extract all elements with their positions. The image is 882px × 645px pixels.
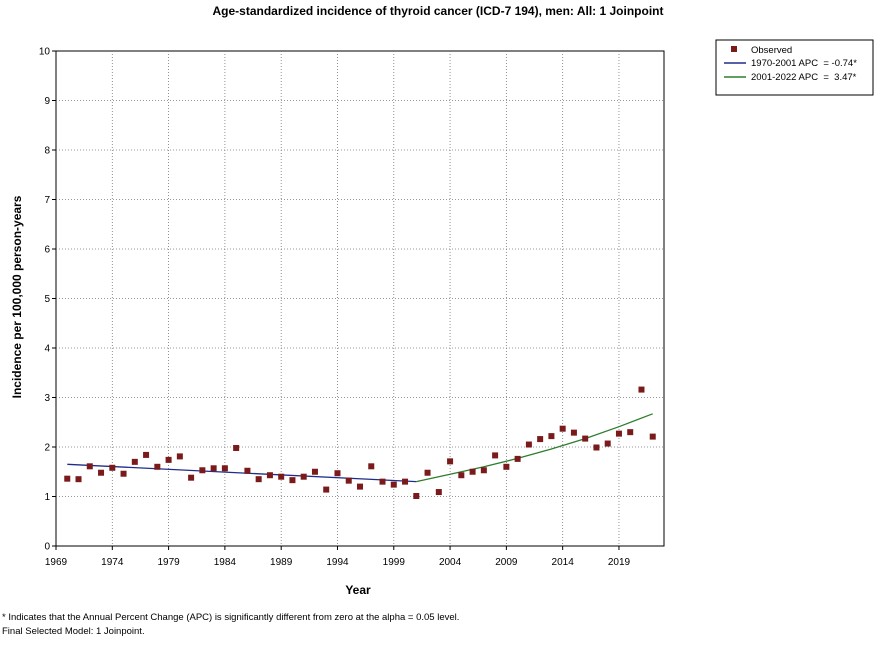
- observed-point: [86, 463, 93, 470]
- observed-point: [188, 474, 195, 481]
- observed-point: [244, 467, 251, 474]
- observed-point: [593, 444, 600, 451]
- observed-point: [311, 468, 318, 475]
- observed-point: [615, 430, 622, 437]
- observed-point: [559, 425, 566, 432]
- observed-point: [255, 476, 262, 483]
- legend-box: [715, 39, 874, 96]
- y-tick-label: 7: [44, 195, 50, 206]
- x-tick-label: 1969: [45, 557, 68, 568]
- x-tick-label: 1999: [383, 557, 406, 568]
- observed-point: [514, 455, 521, 462]
- observed-point: [289, 477, 296, 484]
- observed-point: [334, 470, 341, 477]
- observed-point: [570, 429, 577, 436]
- observed-point: [492, 452, 499, 459]
- x-tick-label: 1994: [326, 557, 349, 568]
- y-tick-label: 5: [44, 294, 50, 305]
- observed-point: [98, 469, 105, 476]
- observed-point: [300, 473, 307, 480]
- observed-point: [266, 472, 273, 479]
- x-tick-label: 1979: [157, 557, 180, 568]
- observed-point: [503, 463, 510, 470]
- y-tick-label: 1: [44, 492, 50, 503]
- observed-point: [221, 465, 228, 472]
- observed-point: [120, 470, 127, 477]
- legend-observed-marker: [731, 46, 737, 52]
- legend: Observed 1970-2001 APC = -0.74* 2001-202…: [715, 39, 874, 96]
- y-tick-label: 6: [44, 245, 50, 256]
- observed-point: [109, 464, 116, 471]
- observed-point: [582, 435, 589, 442]
- fitted-line-segment-2: [416, 413, 653, 483]
- y-tick-label: 4: [44, 344, 50, 355]
- y-tick-label: 8: [44, 146, 50, 157]
- observed-point: [345, 477, 352, 484]
- legend-observed-label: Observed: [751, 45, 792, 56]
- observed-point: [413, 493, 420, 500]
- observed-point: [525, 441, 532, 448]
- observed-point: [447, 458, 454, 465]
- observed-point: [131, 458, 138, 465]
- observed-point: [548, 433, 555, 440]
- x-tick-label: 2019: [608, 557, 631, 568]
- observed-point: [604, 440, 611, 447]
- legend-segment1-label: 1970-2001 APC = -0.74*: [751, 58, 857, 69]
- y-tick-label: 3: [44, 393, 50, 404]
- observed-point: [537, 436, 544, 443]
- gridlines: [56, 51, 664, 546]
- footnote-significance: * Indicates that the Annual Percent Chan…: [2, 612, 460, 623]
- y-tick-label: 10: [39, 47, 51, 58]
- observed-point: [469, 468, 476, 475]
- observed-points: [64, 386, 656, 500]
- observed-point: [357, 483, 363, 490]
- observed-point: [638, 386, 645, 393]
- fitted-lines: [67, 413, 653, 483]
- x-axis-label: Year: [345, 583, 371, 597]
- y-tick-label: 9: [44, 96, 50, 107]
- footnote-final-model: Final Selected Model: 1 Joinpoint.: [2, 626, 145, 637]
- observed-point: [75, 476, 82, 483]
- observed-point: [424, 469, 431, 476]
- observed-point: [480, 467, 487, 474]
- legend-segment2-label: 2001-2022 APC = 3.47*: [751, 72, 857, 83]
- observed-point: [379, 478, 386, 485]
- y-tick-label: 0: [44, 542, 50, 553]
- observed-point: [64, 475, 71, 482]
- observed-point: [210, 465, 217, 472]
- axis-ticks: 0 1 2 3 4 5 6 7 8 9 10 1969 1974 1979 1984 1989 1994 1999…: [39, 47, 631, 569]
- observed-point: [278, 473, 285, 480]
- y-axis-label: Incidence per 100,000 person-years: [10, 195, 24, 398]
- x-tick-label: 2009: [495, 557, 518, 568]
- observed-point: [154, 463, 161, 470]
- observed-point: [199, 467, 206, 474]
- x-tick-label: 2014: [552, 557, 575, 568]
- observed-point: [143, 451, 150, 458]
- observed-point: [165, 456, 172, 463]
- observed-point: [368, 463, 375, 470]
- chart-title: Age-standardized incidence of thyroid ca…: [213, 4, 664, 18]
- observed-point: [627, 429, 634, 436]
- observed-point: [390, 481, 397, 488]
- observed-point: [458, 472, 465, 479]
- observed-point: [323, 486, 330, 493]
- x-tick-label: 1984: [214, 557, 237, 568]
- observed-point: [233, 444, 240, 451]
- x-tick-label: 1989: [270, 557, 293, 568]
- observed-point: [402, 478, 409, 485]
- y-tick-label: 2: [44, 443, 50, 454]
- x-tick-label: 2004: [439, 557, 462, 568]
- observed-point: [649, 433, 656, 440]
- observed-point: [176, 453, 183, 460]
- fitted-line-segment-1: [67, 463, 417, 483]
- x-tick-label: 1974: [101, 557, 124, 568]
- observed-point: [435, 489, 442, 496]
